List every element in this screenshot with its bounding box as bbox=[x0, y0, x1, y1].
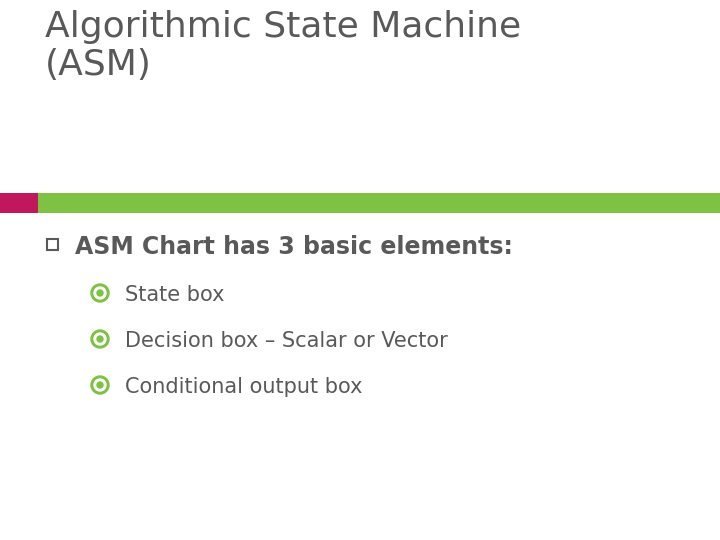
Bar bbox=[0, 193, 38, 213]
Bar bbox=[38, 193, 720, 213]
Circle shape bbox=[91, 376, 109, 394]
Circle shape bbox=[97, 290, 103, 296]
Text: Decision box – Scalar or Vector: Decision box – Scalar or Vector bbox=[125, 331, 448, 351]
Circle shape bbox=[91, 330, 109, 348]
Text: State box: State box bbox=[125, 285, 225, 305]
Circle shape bbox=[94, 287, 106, 299]
Circle shape bbox=[97, 336, 103, 342]
Text: ASM Chart has 3 basic elements:: ASM Chart has 3 basic elements: bbox=[75, 235, 513, 259]
Text: Algorithmic State Machine
(ASM): Algorithmic State Machine (ASM) bbox=[45, 10, 521, 82]
Text: Conditional output box: Conditional output box bbox=[125, 377, 362, 397]
Bar bbox=[47, 239, 58, 250]
Circle shape bbox=[91, 284, 109, 302]
Circle shape bbox=[94, 333, 106, 345]
Circle shape bbox=[94, 379, 106, 391]
Circle shape bbox=[97, 382, 103, 388]
